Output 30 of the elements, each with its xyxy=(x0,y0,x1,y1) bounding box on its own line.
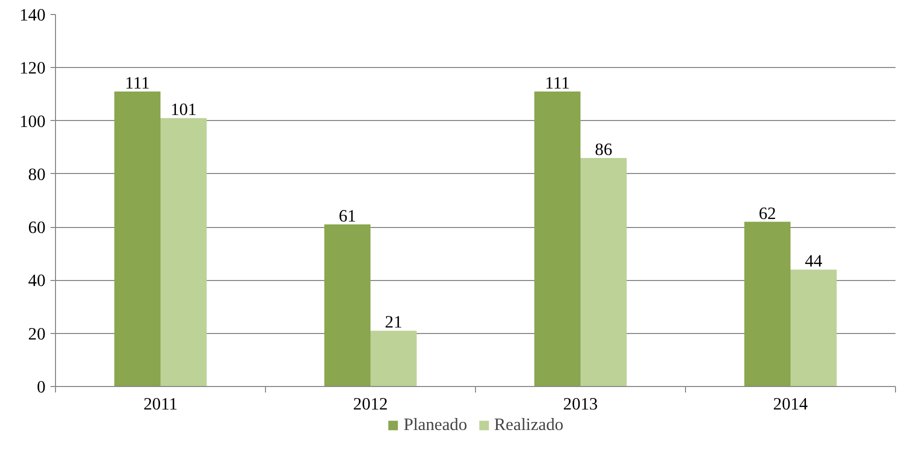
data-label: 111 xyxy=(545,74,570,93)
data-label: 21 xyxy=(384,312,402,332)
bar xyxy=(160,118,207,386)
y-tick-label: 60 xyxy=(28,218,46,238)
y-tick-label: 80 xyxy=(28,164,46,184)
bar xyxy=(534,92,580,386)
data-label: 44 xyxy=(804,252,823,271)
legend-label: Realizado xyxy=(494,415,564,435)
bar xyxy=(790,270,837,386)
y-tick-label: 20 xyxy=(28,324,46,344)
x-tick-label: 2012 xyxy=(353,394,388,414)
bar xyxy=(580,158,627,386)
x-tick-label: 2013 xyxy=(563,394,598,414)
bar xyxy=(324,224,370,386)
data-label: 101 xyxy=(170,100,197,120)
y-tick-label: 0 xyxy=(36,378,46,396)
y-tick-label: 40 xyxy=(28,271,46,290)
y-tick-label: 140 xyxy=(20,6,46,24)
data-label: 86 xyxy=(594,140,613,159)
data-label: 61 xyxy=(338,206,356,226)
bar xyxy=(370,330,417,386)
x-tick-label: 2011 xyxy=(143,394,178,414)
x-tick-label: 2014 xyxy=(773,394,808,414)
y-tick-label: 100 xyxy=(20,112,46,131)
data-label: 62 xyxy=(758,204,776,223)
bar xyxy=(744,222,790,386)
y-tick-label: 120 xyxy=(20,58,46,78)
bar xyxy=(114,92,160,386)
data-label: 111 xyxy=(125,74,150,93)
legend-label: Planeado xyxy=(404,415,468,435)
